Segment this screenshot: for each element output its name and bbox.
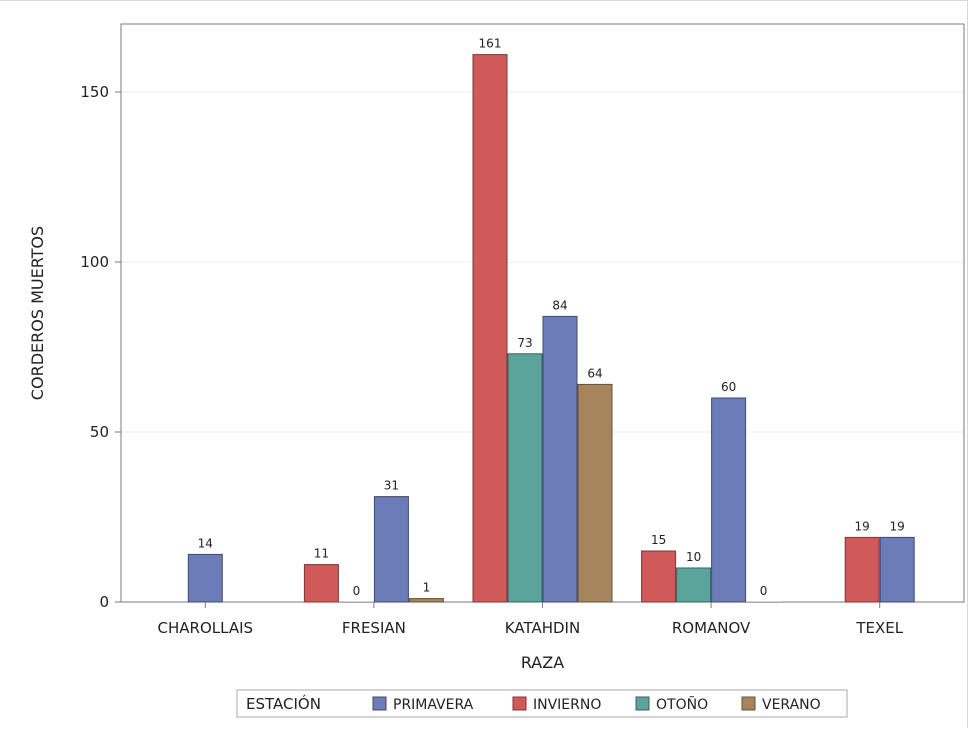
data-label: 15 (651, 533, 666, 547)
x-tick-label: FRESIAN (342, 619, 406, 637)
legend-swatch-otono (635, 696, 650, 711)
data-label: 0 (353, 584, 361, 598)
legend-swatch-invierno (512, 696, 527, 711)
data-label: 19 (855, 519, 870, 533)
legend-swatch-primavera (372, 696, 387, 711)
bar-katahdin-otono (507, 353, 543, 603)
bar-romanov-invierno (641, 550, 677, 603)
x-tick-label: KATAHDIN (505, 619, 580, 637)
data-label: 64 (587, 366, 602, 380)
legend-label-primavera: PRIMAVERA (393, 697, 474, 713)
bar-fresian-primavera (373, 496, 409, 603)
legend-title: ESTACIÓN (246, 694, 321, 713)
data-label: 161 (479, 37, 502, 51)
y-axis-title: CORDEROS MUERTOS (28, 226, 47, 400)
bar-fresian-verano (408, 598, 444, 603)
x-axis-title: RAZA (521, 653, 564, 672)
data-label: 1 (423, 581, 431, 595)
y-tick-label: 50 (90, 423, 109, 441)
data-label: 60 (721, 380, 736, 394)
x-tick-label: TEXEL (855, 619, 903, 637)
bar-romanov-primavera (711, 397, 747, 603)
x-tick-label: ROMANOV (672, 619, 751, 637)
data-label: 84 (552, 298, 567, 312)
bar-romanov-verano (746, 601, 782, 603)
y-tick-label: 0 (99, 593, 109, 611)
data-label: 0 (760, 584, 768, 598)
bar-katahdin-invierno (472, 54, 508, 603)
y-tick-label: 150 (80, 83, 109, 101)
bar-texel-primavera (879, 536, 915, 603)
legend-swatch-verano (741, 696, 756, 711)
legend-label-otono: OTOÑO (656, 696, 708, 713)
bar-katahdin-verano (577, 383, 613, 603)
data-label: 10 (686, 550, 701, 564)
bar-fresian-invierno (303, 564, 339, 603)
legend-label-verano: VERANO (762, 697, 821, 713)
bar-texel-invierno (844, 536, 880, 603)
bar-romanov-otono (676, 567, 712, 603)
bar-fresian-otono (338, 601, 374, 603)
y-tick-label: 100 (80, 253, 109, 271)
data-label: 14 (198, 536, 213, 550)
data-label: 31 (384, 479, 399, 493)
bar-katahdin-primavera (542, 315, 578, 603)
legend-label-invierno: INVIERNO (533, 697, 601, 713)
bar-charollais-primavera (187, 553, 223, 603)
x-tick-label: CHAROLLAIS (158, 619, 254, 637)
data-label: 19 (890, 519, 905, 533)
data-label: 11 (314, 547, 329, 561)
data-label: 73 (517, 336, 532, 350)
